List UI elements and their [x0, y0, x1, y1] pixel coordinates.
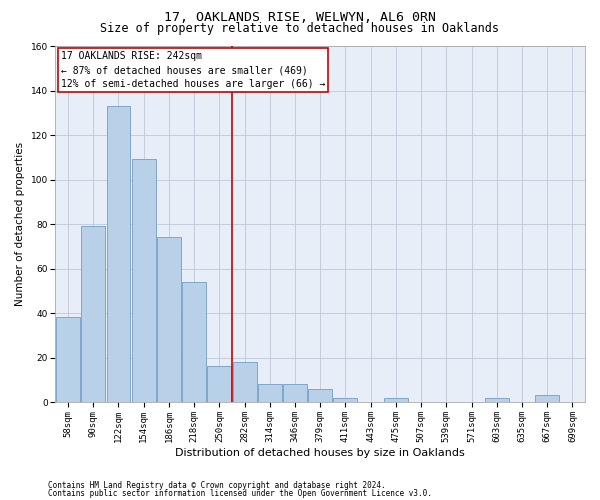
Bar	[132, 160, 155, 402]
Bar	[535, 396, 559, 402]
Bar	[182, 282, 206, 402]
Text: 17, OAKLANDS RISE, WELWYN, AL6 0RN: 17, OAKLANDS RISE, WELWYN, AL6 0RN	[164, 11, 436, 24]
Bar	[157, 238, 181, 402]
Bar	[308, 388, 332, 402]
Bar	[208, 366, 232, 402]
Bar	[56, 318, 80, 402]
Text: Size of property relative to detached houses in Oaklands: Size of property relative to detached ho…	[101, 22, 499, 35]
Bar	[334, 398, 358, 402]
X-axis label: Distribution of detached houses by size in Oaklands: Distribution of detached houses by size …	[175, 448, 465, 458]
Text: 17 OAKLANDS RISE: 242sqm
← 87% of detached houses are smaller (469)
12% of semi-: 17 OAKLANDS RISE: 242sqm ← 87% of detach…	[61, 52, 325, 90]
Text: Contains public sector information licensed under the Open Government Licence v3: Contains public sector information licen…	[48, 489, 432, 498]
Bar	[258, 384, 282, 402]
Bar	[81, 226, 105, 402]
Bar	[283, 384, 307, 402]
Text: Contains HM Land Registry data © Crown copyright and database right 2024.: Contains HM Land Registry data © Crown c…	[48, 481, 386, 490]
Bar	[384, 398, 408, 402]
Bar	[485, 398, 509, 402]
Y-axis label: Number of detached properties: Number of detached properties	[15, 142, 25, 306]
Bar	[107, 106, 130, 402]
Bar	[233, 362, 257, 402]
